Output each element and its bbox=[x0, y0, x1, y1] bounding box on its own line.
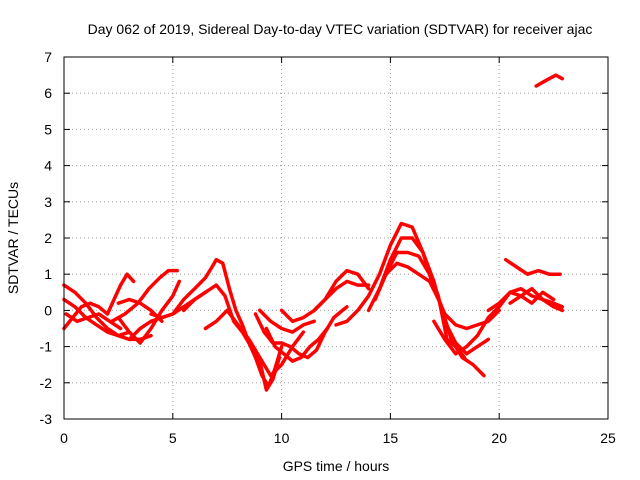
x-tick-label: 10 bbox=[274, 430, 290, 446]
x-axis-label: GPS time / hours bbox=[283, 458, 390, 474]
series-trace-22 bbox=[486, 286, 565, 313]
series-trace-14 bbox=[258, 308, 316, 334]
y-tick-label: 2 bbox=[44, 230, 52, 246]
y-tick-label: 5 bbox=[44, 121, 52, 137]
x-tick-label: 20 bbox=[491, 430, 507, 446]
series-trace-23 bbox=[503, 257, 562, 276]
series-trace-13 bbox=[264, 326, 330, 363]
grid bbox=[64, 57, 608, 419]
y-axis-label: SDTVAR / TECUs bbox=[5, 182, 21, 294]
axis-ticks: 0 5 10 15 20 25 -3 -2 -1 0 1 2 3 4 5 6 7 bbox=[40, 49, 616, 446]
series-trace-24 bbox=[508, 290, 556, 305]
y-tick-label: 0 bbox=[44, 302, 52, 318]
x-tick-label: 25 bbox=[600, 430, 616, 446]
series-trace-20 bbox=[384, 261, 486, 378]
y-tick-label: -1 bbox=[40, 339, 53, 355]
series-group bbox=[62, 73, 565, 392]
series-trace-18 bbox=[366, 236, 491, 356]
series-trace-3 bbox=[62, 297, 132, 338]
series-trace-16 bbox=[312, 279, 371, 313]
x-tick-label: 15 bbox=[383, 430, 399, 446]
x-tick-label: 0 bbox=[60, 430, 68, 446]
chart-title: Day 062 of 2019, Sidereal Day-to-day VTE… bbox=[88, 21, 593, 37]
y-tick-label: 3 bbox=[44, 194, 52, 210]
series-trace-5 bbox=[116, 279, 182, 345]
series-trace-25 bbox=[534, 73, 565, 88]
series-trace-1 bbox=[62, 272, 136, 331]
y-tick-label: 7 bbox=[44, 49, 52, 65]
y-tick-label: -3 bbox=[40, 411, 53, 427]
series-trace-19 bbox=[373, 250, 467, 360]
series-trace-17 bbox=[334, 221, 501, 331]
series-trace-6 bbox=[110, 268, 179, 324]
x-tick-label: 5 bbox=[169, 430, 177, 446]
series-trace-11 bbox=[203, 308, 306, 378]
y-tick-label: 1 bbox=[44, 266, 52, 282]
y-tick-label: 6 bbox=[44, 85, 52, 101]
y-tick-label: 4 bbox=[44, 158, 52, 174]
y-tick-label: -2 bbox=[40, 375, 53, 391]
